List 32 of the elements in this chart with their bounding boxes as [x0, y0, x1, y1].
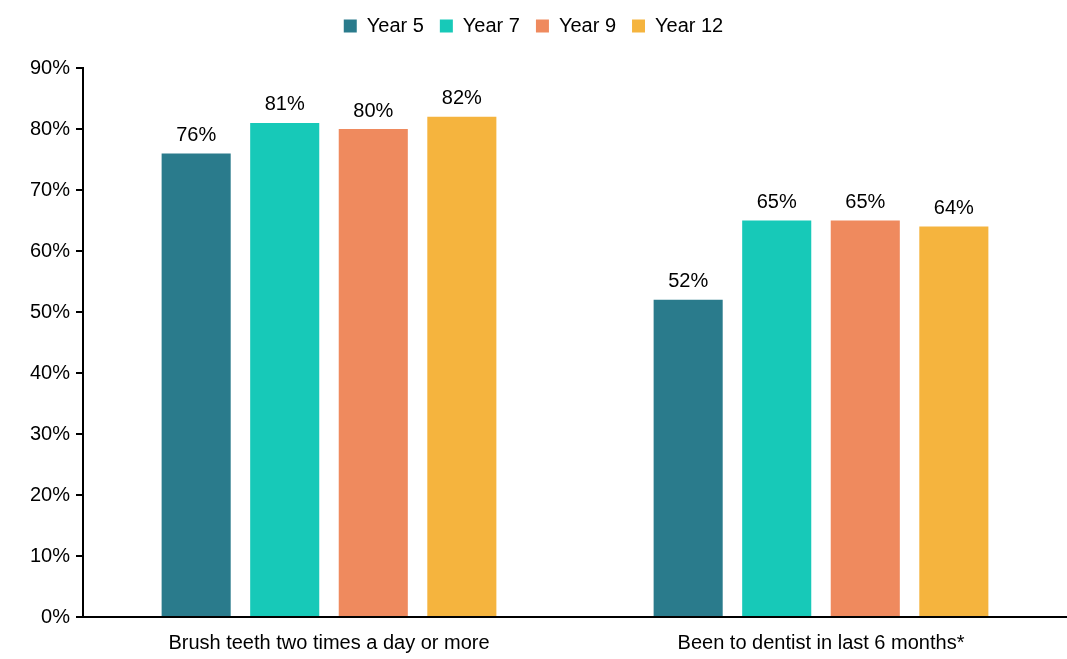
- legend-label: Year 12: [655, 13, 724, 36]
- x-tick-label: Brush teeth two times a day or more: [168, 630, 490, 653]
- bar: [250, 122, 320, 616]
- legend-label: Year 9: [558, 13, 617, 36]
- data-label: 64%: [933, 196, 975, 219]
- data-label: 65%: [845, 190, 886, 213]
- y-tick-label: 0%: [41, 604, 71, 627]
- y-tick-label: 30%: [29, 421, 71, 444]
- bar: [653, 299, 723, 616]
- legend-label: Year 5: [366, 13, 424, 36]
- bar: [742, 220, 812, 616]
- data-label: 65%: [756, 190, 797, 213]
- legend-label: Year 7: [462, 13, 520, 36]
- y-tick-label: 10%: [29, 543, 71, 566]
- y-tick-label: 80%: [29, 116, 71, 139]
- data-label: 76%: [176, 122, 217, 145]
- y-tick-label: 20%: [29, 482, 71, 505]
- y-tick-label: 90%: [29, 55, 71, 78]
- y-tick-label: 40%: [29, 360, 71, 383]
- bar: [338, 129, 408, 616]
- data-label: 81%: [264, 92, 305, 115]
- x-tick-label: Been to dentist in last 6 months*: [677, 630, 965, 653]
- y-tick-label: 50%: [29, 299, 71, 322]
- data-label: 80%: [353, 98, 394, 121]
- y-tick-label: 60%: [29, 238, 71, 261]
- bar: [830, 220, 900, 616]
- data-label: 52%: [668, 269, 709, 292]
- data-label: 82%: [441, 86, 483, 109]
- bar: [161, 153, 231, 616]
- bar: [919, 226, 989, 616]
- y-tick-label: 70%: [29, 177, 71, 200]
- bar: [427, 116, 497, 616]
